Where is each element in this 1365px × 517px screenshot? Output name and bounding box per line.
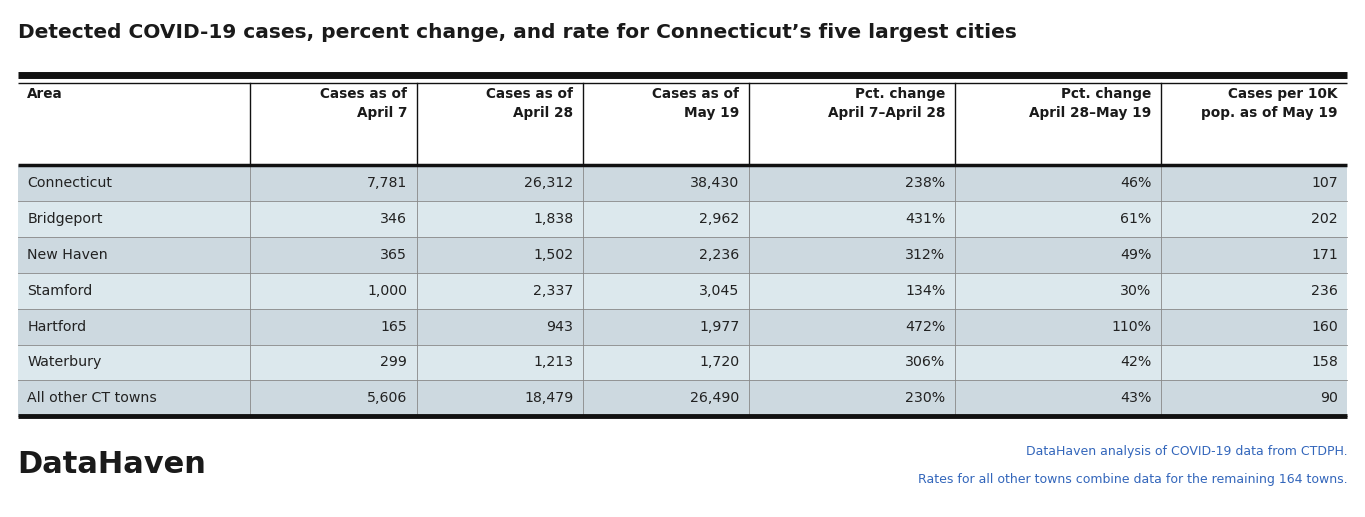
Text: 472%: 472% bbox=[905, 320, 946, 333]
Text: 46%: 46% bbox=[1121, 176, 1152, 190]
Text: 306%: 306% bbox=[905, 356, 946, 370]
Text: Waterbury: Waterbury bbox=[27, 356, 101, 370]
Text: 43%: 43% bbox=[1121, 391, 1152, 405]
Text: 1,502: 1,502 bbox=[534, 248, 573, 262]
Text: 26,312: 26,312 bbox=[524, 176, 573, 190]
Bar bbox=[18, 344, 1347, 381]
Text: Cases as of
April 28: Cases as of April 28 bbox=[486, 87, 573, 120]
Text: 1,213: 1,213 bbox=[534, 356, 573, 370]
Text: 2,236: 2,236 bbox=[699, 248, 740, 262]
Bar bbox=[18, 237, 1347, 273]
Text: 3,045: 3,045 bbox=[699, 284, 740, 298]
Bar bbox=[18, 165, 1347, 201]
Text: 236: 236 bbox=[1310, 284, 1338, 298]
Text: 107: 107 bbox=[1310, 176, 1338, 190]
Text: Rates for all other towns combine data for the remaining 164 towns.: Rates for all other towns combine data f… bbox=[917, 473, 1347, 486]
Bar bbox=[18, 273, 1347, 309]
Text: Cases per 10K
pop. as of May 19: Cases per 10K pop. as of May 19 bbox=[1201, 87, 1338, 120]
Text: 1,977: 1,977 bbox=[699, 320, 740, 333]
Text: 49%: 49% bbox=[1121, 248, 1152, 262]
Text: 238%: 238% bbox=[905, 176, 946, 190]
Text: 312%: 312% bbox=[905, 248, 946, 262]
Text: DataHaven: DataHaven bbox=[18, 450, 206, 479]
Text: 160: 160 bbox=[1310, 320, 1338, 333]
Text: Stamford: Stamford bbox=[27, 284, 93, 298]
Text: 1,720: 1,720 bbox=[699, 356, 740, 370]
Text: Pct. change
April 7–April 28: Pct. change April 7–April 28 bbox=[829, 87, 946, 120]
Bar bbox=[18, 309, 1347, 344]
Bar bbox=[18, 83, 1347, 165]
Text: 431%: 431% bbox=[905, 212, 946, 226]
Text: 2,337: 2,337 bbox=[532, 284, 573, 298]
Text: 346: 346 bbox=[379, 212, 407, 226]
Text: 1,000: 1,000 bbox=[367, 284, 407, 298]
Text: Cases as of
May 19: Cases as of May 19 bbox=[652, 87, 740, 120]
Text: Detected COVID-19 cases, percent change, and rate for Connecticut’s five largest: Detected COVID-19 cases, percent change,… bbox=[18, 23, 1017, 42]
Text: Connecticut: Connecticut bbox=[27, 176, 112, 190]
Text: 42%: 42% bbox=[1121, 356, 1152, 370]
Text: All other CT towns: All other CT towns bbox=[27, 391, 157, 405]
Bar bbox=[18, 381, 1347, 416]
Text: 2,962: 2,962 bbox=[699, 212, 740, 226]
Text: 38,430: 38,430 bbox=[691, 176, 740, 190]
Text: Hartford: Hartford bbox=[27, 320, 86, 333]
Text: 110%: 110% bbox=[1111, 320, 1152, 333]
Text: Bridgeport: Bridgeport bbox=[27, 212, 102, 226]
Text: 171: 171 bbox=[1310, 248, 1338, 262]
Text: 365: 365 bbox=[379, 248, 407, 262]
Bar bbox=[18, 201, 1347, 237]
Text: 30%: 30% bbox=[1121, 284, 1152, 298]
Text: 943: 943 bbox=[546, 320, 573, 333]
Text: 299: 299 bbox=[381, 356, 407, 370]
Text: New Haven: New Haven bbox=[27, 248, 108, 262]
Text: 134%: 134% bbox=[905, 284, 946, 298]
Text: 158: 158 bbox=[1310, 356, 1338, 370]
Text: 61%: 61% bbox=[1121, 212, 1152, 226]
Text: 202: 202 bbox=[1310, 212, 1338, 226]
Text: 5,606: 5,606 bbox=[367, 391, 407, 405]
Text: 165: 165 bbox=[381, 320, 407, 333]
Text: 26,490: 26,490 bbox=[691, 391, 740, 405]
Text: 90: 90 bbox=[1320, 391, 1338, 405]
Text: 1,838: 1,838 bbox=[534, 212, 573, 226]
Text: DataHaven analysis of COVID-19 data from CTDPH.: DataHaven analysis of COVID-19 data from… bbox=[1025, 445, 1347, 458]
Text: Area: Area bbox=[27, 87, 63, 101]
Text: 18,479: 18,479 bbox=[524, 391, 573, 405]
Text: 230%: 230% bbox=[905, 391, 946, 405]
Text: 7,781: 7,781 bbox=[367, 176, 407, 190]
Text: Cases as of
April 7: Cases as of April 7 bbox=[319, 87, 407, 120]
Text: Pct. change
April 28–May 19: Pct. change April 28–May 19 bbox=[1029, 87, 1152, 120]
